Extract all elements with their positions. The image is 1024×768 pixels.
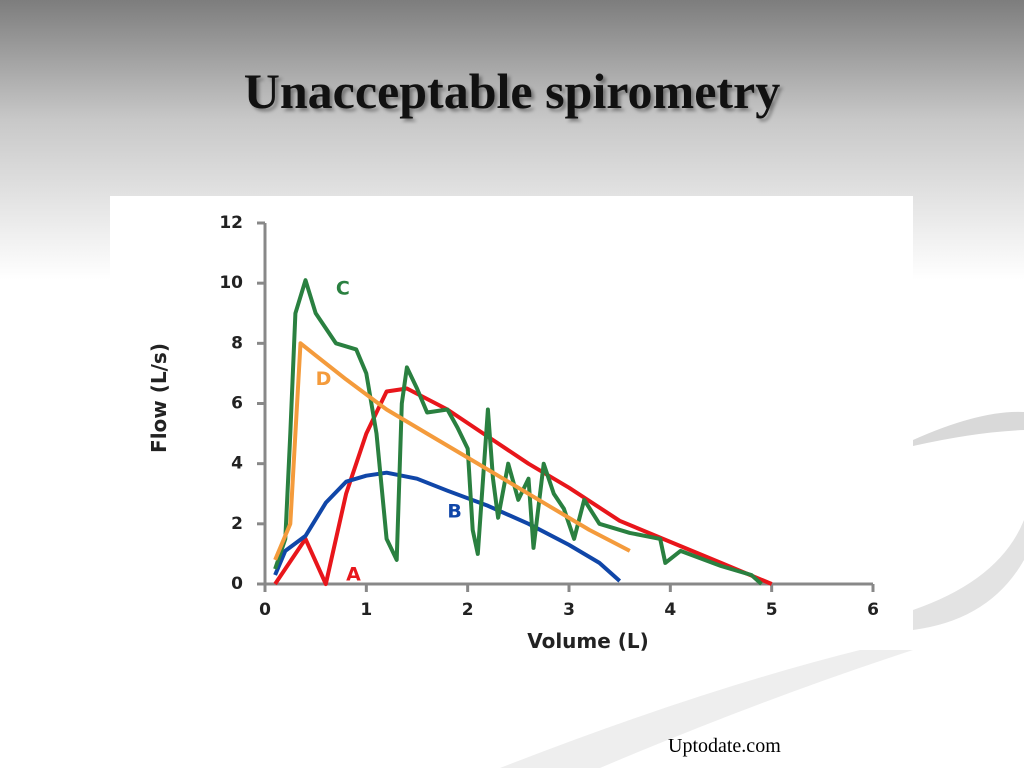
x-tick-label: 2 bbox=[462, 600, 474, 620]
decoration bbox=[913, 520, 1024, 630]
decoration bbox=[500, 650, 913, 768]
chart-panel bbox=[110, 196, 913, 650]
y-tick-label: 8 bbox=[231, 333, 243, 353]
series-name: D bbox=[316, 368, 332, 390]
series-name: C bbox=[336, 278, 350, 300]
x-tick-label: 1 bbox=[360, 600, 372, 620]
y-tick-label: 10 bbox=[219, 273, 243, 293]
x-tick-label: 5 bbox=[766, 600, 778, 620]
x-tick-label: 6 bbox=[867, 600, 879, 620]
series-line bbox=[273, 341, 631, 561]
y-tick-label: 12 bbox=[219, 213, 243, 233]
decoration bbox=[913, 411, 1024, 446]
y-tick-label: 0 bbox=[231, 574, 243, 594]
x-tick-label: 3 bbox=[563, 600, 575, 620]
y-axis-label: Flow (L/s) bbox=[147, 343, 171, 453]
x-axis-label: Volume (L) bbox=[527, 629, 649, 653]
series-line bbox=[273, 470, 622, 583]
y-tick-label: 6 bbox=[231, 394, 243, 414]
series-line bbox=[273, 278, 763, 586]
source: Uptodate.com bbox=[668, 735, 781, 757]
y-tick-label: 2 bbox=[231, 514, 243, 534]
slide-title: Unacceptable spirometry bbox=[243, 63, 781, 119]
series-name: A bbox=[346, 563, 361, 585]
x-tick-label: 0 bbox=[259, 600, 271, 620]
y-tick-label: 4 bbox=[231, 454, 243, 474]
series-name: B bbox=[447, 500, 461, 522]
x-tick-label: 4 bbox=[664, 600, 676, 620]
